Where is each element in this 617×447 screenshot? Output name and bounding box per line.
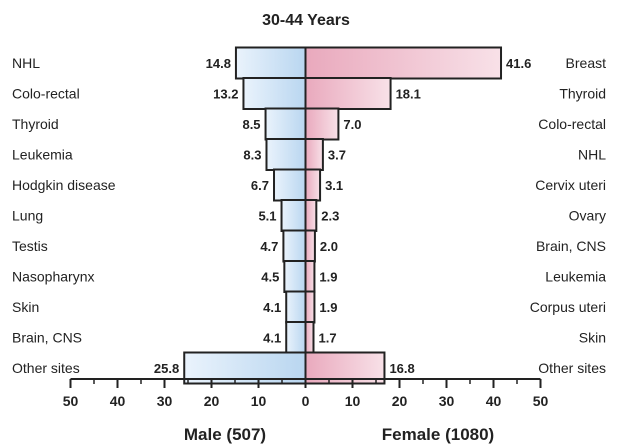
female-bar <box>304 168 322 202</box>
female-value-label: 2.3 <box>321 209 339 224</box>
male-category-label: Testis <box>12 238 48 254</box>
x-tick-label: 30 <box>157 393 173 409</box>
female-bar <box>304 229 316 263</box>
male-category-label: Nasopharynx <box>12 269 95 285</box>
male-bar <box>234 46 307 80</box>
male-value-label: 13.2 <box>213 87 238 102</box>
female-category-label: Skin <box>579 330 606 346</box>
female-category-label: Corpus uteri <box>530 299 606 315</box>
male-category-label: Thyroid <box>12 116 59 132</box>
chart-title: 30-44 Years <box>262 12 350 29</box>
male-value-label: 8.5 <box>242 117 260 132</box>
female-bar <box>304 107 340 141</box>
male-bar <box>264 107 307 141</box>
female-value-label: 41.6 <box>506 56 531 71</box>
male-value-label: 4.5 <box>261 270 279 285</box>
male-value-label: 4.7 <box>260 239 278 254</box>
male-value-label: 8.3 <box>243 148 261 163</box>
female-category-label: Cervix uteri <box>535 177 606 193</box>
x-tick-label: 20 <box>204 393 220 409</box>
male-value-label: 4.1 <box>263 300 281 315</box>
x-tick-label: 10 <box>251 393 267 409</box>
x-tick-label: 40 <box>110 393 126 409</box>
male-bar <box>282 229 307 263</box>
male-category-label: NHL <box>12 55 40 71</box>
male-value-label: 5.1 <box>258 209 276 224</box>
male-value-label: 4.1 <box>263 331 281 346</box>
female-value-label: 18.1 <box>396 87 421 102</box>
x-tick-label: 30 <box>439 393 455 409</box>
female-value-label: 1.9 <box>319 300 337 315</box>
female-category-label: Ovary <box>569 208 606 224</box>
x-tick-label: 50 <box>63 393 79 409</box>
male-bar <box>285 290 307 324</box>
male-bar <box>280 199 307 232</box>
x-tick-label: 40 <box>486 393 502 409</box>
female-value-label: 16.8 <box>389 361 414 376</box>
female-value-label: 1.7 <box>318 331 336 346</box>
female-bar <box>304 290 316 324</box>
male-value-label: 6.7 <box>251 178 269 193</box>
male-category-label: Leukemia <box>12 147 73 163</box>
female-bar <box>304 260 316 293</box>
female-value-label: 3.1 <box>325 178 343 193</box>
female-category-label: Colo-rectal <box>538 116 606 132</box>
male-bar <box>265 138 307 171</box>
male-bar <box>242 77 307 110</box>
female-category-label: Thyroid <box>559 86 606 102</box>
female-bar <box>304 199 318 232</box>
male-category-label: Skin <box>12 299 39 315</box>
female-group-label: Female (1080) <box>382 425 494 444</box>
male-category-label: Other sites <box>12 360 80 376</box>
female-category-label: NHL <box>578 147 606 163</box>
male-bar <box>273 168 307 202</box>
female-bar <box>304 321 315 354</box>
male-category-label: Brain, CNS <box>12 330 82 346</box>
female-category-label: Other sites <box>538 360 606 376</box>
male-category-label: Colo-rectal <box>12 86 80 102</box>
female-value-label: 3.7 <box>328 148 346 163</box>
female-category-label: Leukemia <box>545 269 606 285</box>
male-bar <box>285 321 307 354</box>
x-tick-label: 0 <box>302 393 310 409</box>
female-bar <box>304 138 324 171</box>
male-category-label: Hodgkin disease <box>12 177 116 193</box>
female-category-label: Brain, CNS <box>536 238 606 254</box>
x-tick-label: 20 <box>392 393 408 409</box>
female-value-label: 2.0 <box>320 239 338 254</box>
x-tick-label: 50 <box>533 393 549 409</box>
female-bar <box>304 46 503 80</box>
male-group-label: Male (507) <box>184 425 266 444</box>
male-bar <box>283 260 307 293</box>
female-value-label: 7.0 <box>343 117 361 132</box>
female-bar <box>304 77 392 110</box>
female-value-label: 1.9 <box>319 270 337 285</box>
male-value-label: 25.8 <box>154 361 179 376</box>
female-category-label: Breast <box>566 55 607 71</box>
male-category-label: Lung <box>12 208 43 224</box>
male-value-label: 14.8 <box>206 56 231 71</box>
x-tick-label: 10 <box>345 393 361 409</box>
